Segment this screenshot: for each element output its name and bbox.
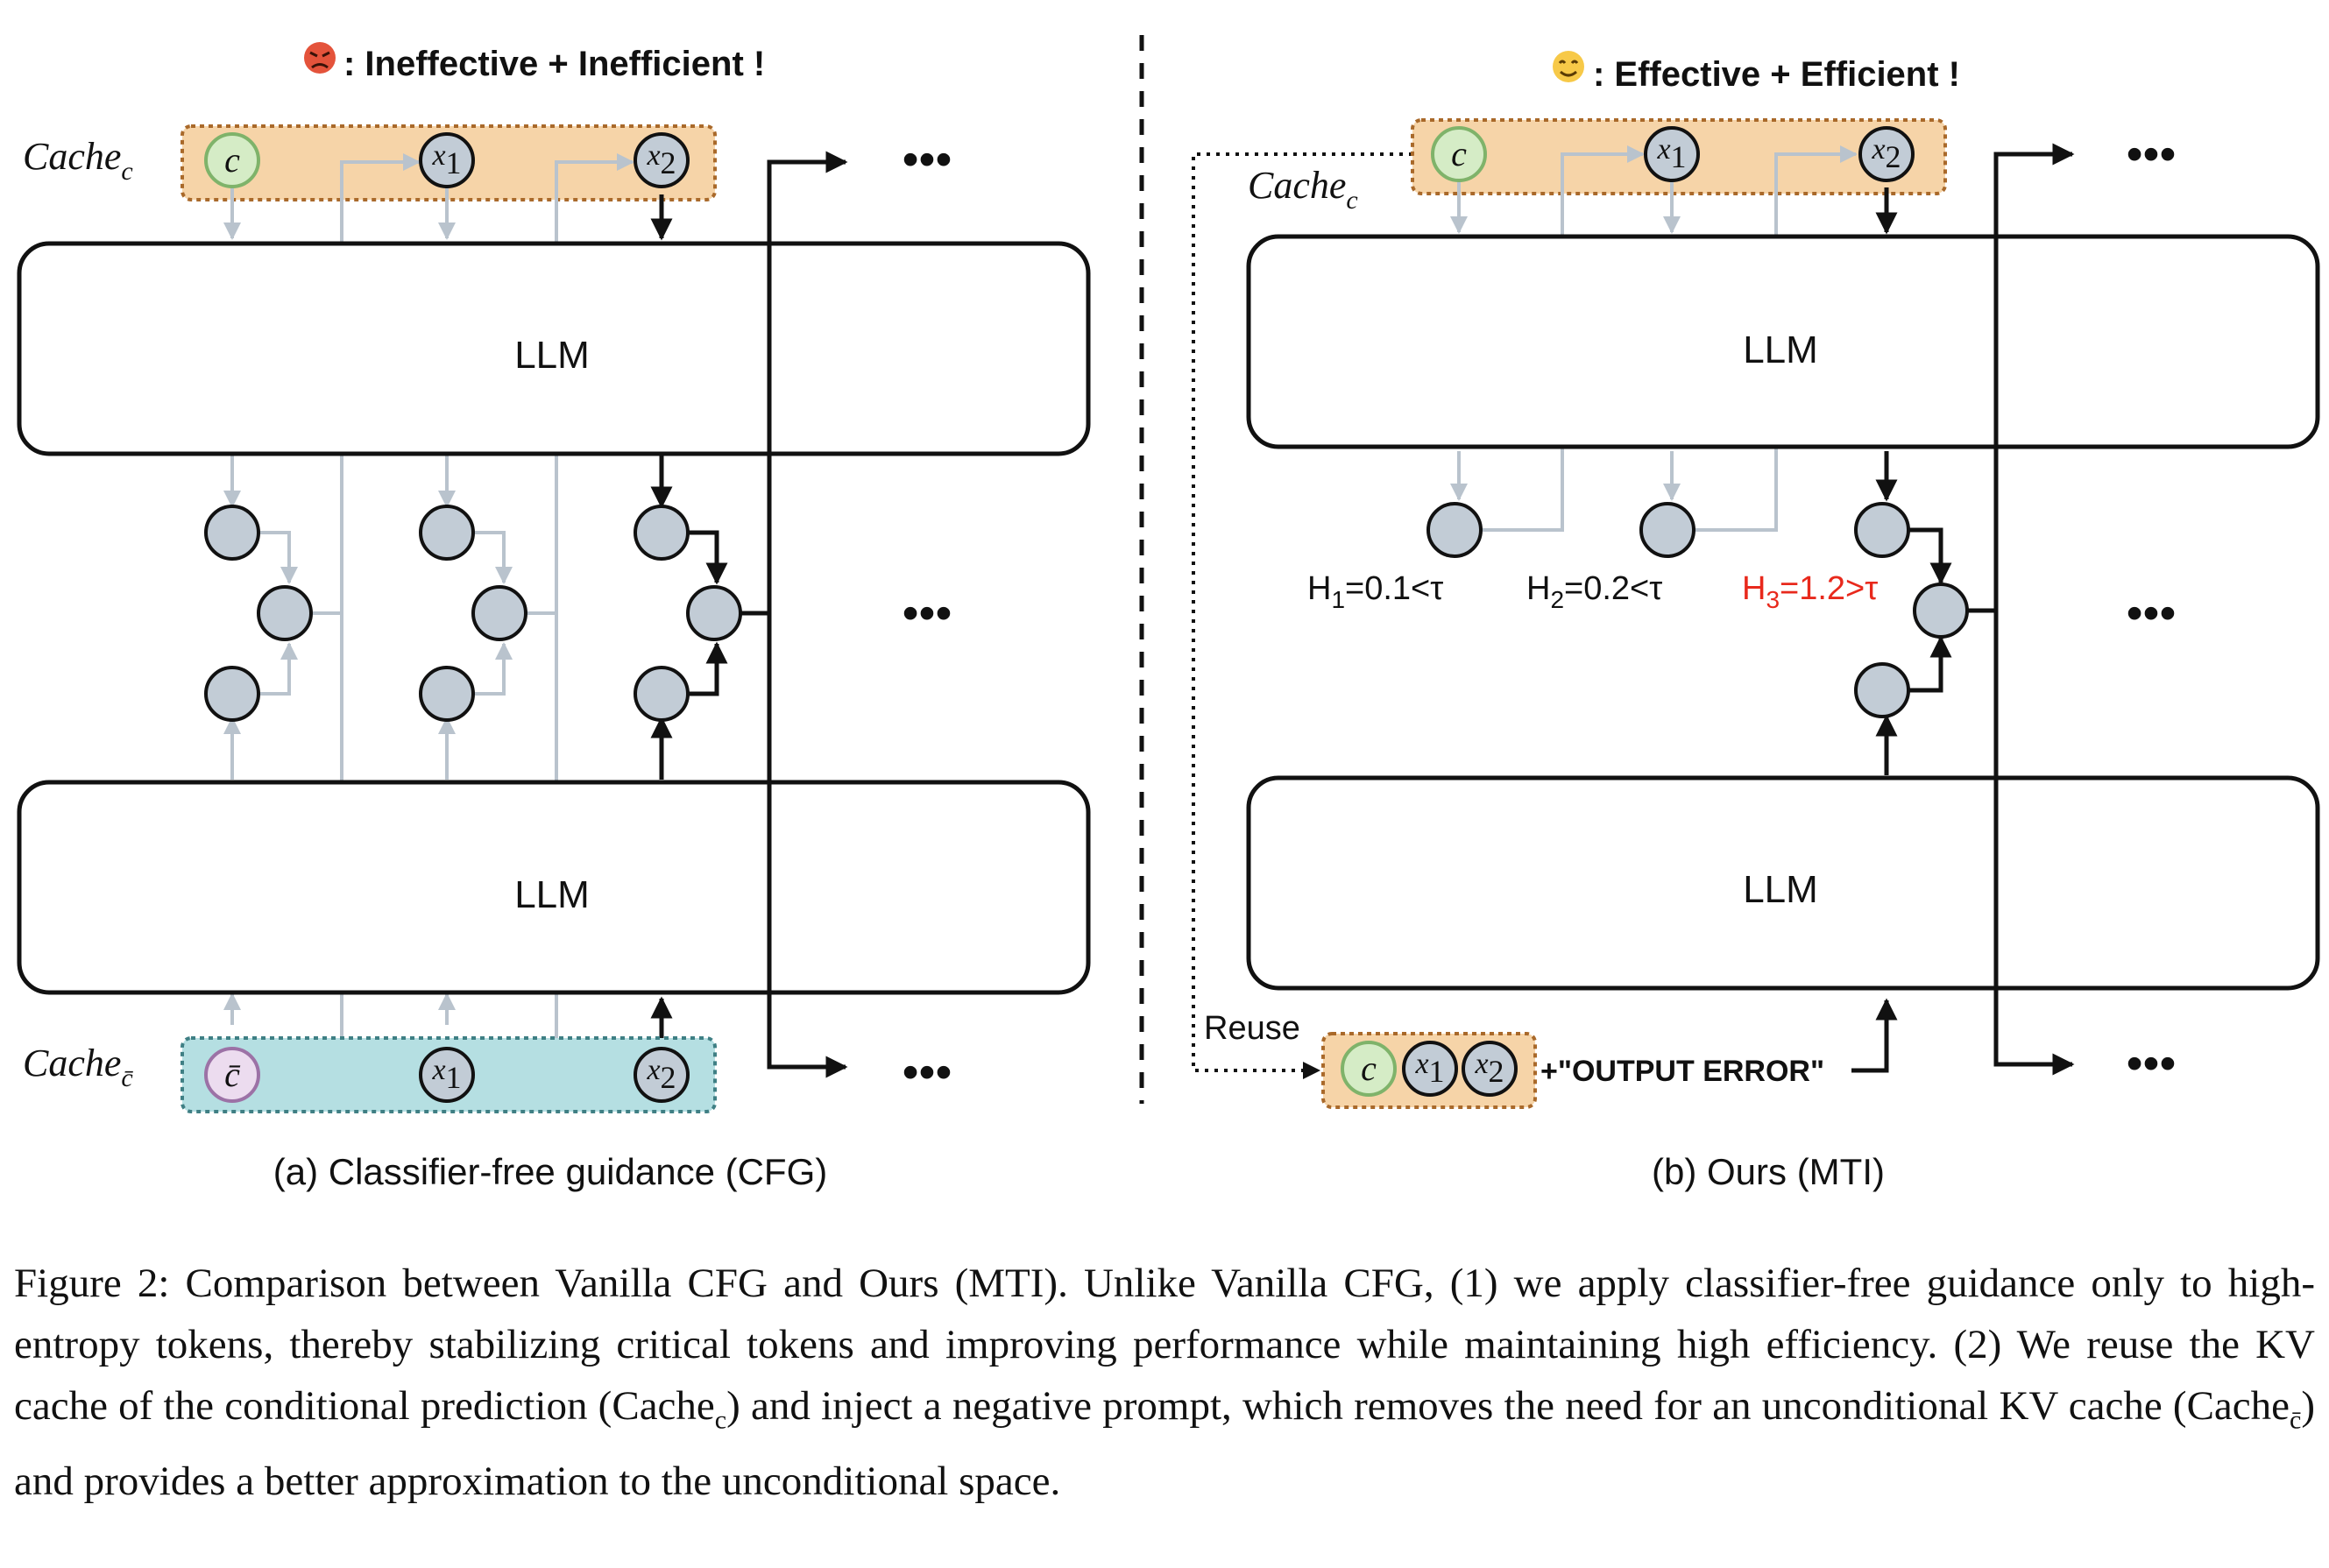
panel-b-title: : Effective + Efficient !: [1593, 55, 1960, 94]
svg-text:x2: x2: [1871, 133, 1901, 174]
svg-text:x2: x2: [646, 139, 676, 180]
svg-text:x1: x1: [431, 139, 461, 180]
cache-uncond-token-cbar: c̄: [204, 1047, 260, 1103]
figure-caption: Figure 2: Comparison between Vanilla CFG…: [14, 1253, 2315, 1512]
panel-b-llm-top: [1246, 234, 2320, 449]
panel-b-ellipsis-bottom: •••: [2127, 1037, 2177, 1090]
panel-b-llm-bottom-label: LLM: [1743, 868, 1818, 911]
panel-b-llm-bottom: [1246, 775, 2320, 991]
negative-prompt-label: +"OUTPUT ERROR": [1540, 1055, 1824, 1088]
reuse-token-x1: x1: [1402, 1041, 1458, 1097]
smiling-face-icon: [1553, 51, 1584, 82]
svg-text:c: c: [1451, 134, 1467, 173]
panel-b: : Effective + Efficient ! Reuse Cachec L…: [1192, 51, 2320, 1192]
figure-label: Figure 2:: [14, 1261, 170, 1306]
cache-cond-token-c: c: [204, 132, 260, 188]
panel-a-ellipsis-bottom: •••: [903, 1046, 952, 1098]
reuse-token-x2: x2: [1462, 1041, 1518, 1097]
cache-b-label: Cachec: [1248, 164, 1358, 215]
panel-a-ellipsis-mid: •••: [903, 587, 952, 639]
cache-cond-token-x1: x1: [419, 132, 475, 188]
svg-text:x1: x1: [431, 1054, 461, 1095]
panel-a-title: : Ineffective + Inefficient !: [343, 45, 765, 83]
cache-b-token-x2: x2: [1858, 126, 1915, 182]
panel-a: : Ineffective + Inefficient ! Cachec: [17, 42, 1091, 1192]
reuse-label: Reuse: [1204, 1010, 1300, 1047]
cache-cond-token-x2: x2: [634, 132, 690, 188]
comparison-diagram: : Ineffective + Inefficient ! Cachec: [17, 35, 2320, 1192]
svg-text:x1: x1: [1656, 133, 1686, 174]
panel-a-caption: (a) Classifier-free guidance (CFG): [273, 1151, 828, 1192]
svg-text:x2: x2: [646, 1054, 676, 1095]
panel-a-llm-top-label: LLM: [514, 334, 590, 377]
panel-b-llm-top-label: LLM: [1743, 328, 1818, 371]
caption-text-2: ) and inject a negative prompt, which re…: [726, 1383, 2187, 1429]
panel-a-ellipsis-top: •••: [903, 133, 952, 186]
reuse-path: [1192, 152, 1412, 1079]
caption-cache-cbar: Cachec̄: [2186, 1383, 2302, 1435]
panel-a-llm-bottom: [17, 780, 1091, 995]
svg-text:x2: x2: [1474, 1048, 1504, 1089]
cache-b-token-x1: x1: [1644, 126, 1700, 182]
cache-b-token-c: c: [1431, 126, 1487, 182]
svg-text:c: c: [1361, 1049, 1377, 1088]
panel-a-llm-top: [17, 241, 1091, 456]
panel-b-hidden-tokens: [1426, 502, 1969, 718]
cache-uncond-token-x2: x2: [634, 1047, 690, 1103]
svg-text:c̄: c̄: [224, 1055, 240, 1094]
entropy-label-1: H1=0.1<τ: [1307, 570, 1443, 613]
svg-text:c: c: [224, 140, 240, 180]
entropy-label-2: H2=0.2<τ: [1526, 570, 1662, 613]
reuse-token-c: c: [1341, 1041, 1397, 1097]
caption-cache-c: Cachec: [612, 1383, 727, 1435]
svg-text:x1: x1: [1414, 1048, 1444, 1089]
panel-b-ellipsis-top: •••: [2127, 128, 2177, 180]
panel-a-llm-bottom-label: LLM: [514, 873, 590, 916]
panel-b-ellipsis-mid: •••: [2127, 587, 2177, 639]
entropy-label-3: H3=1.2>τ: [1742, 570, 1878, 613]
cache-cond-label: Cachec: [23, 135, 133, 186]
panel-b-black-flows: [1851, 143, 2075, 1076]
caption-text-1: Comparison between Vanilla CFG and Ours …: [14, 1261, 2315, 1429]
angry-face-icon: [304, 42, 336, 74]
caption-text-3: ) and provides a better approximation to…: [14, 1383, 2315, 1505]
panel-a-hidden-tokens: [204, 505, 742, 722]
panel-a-black-flows: [650, 151, 848, 1078]
cache-uncond-token-x1: x1: [419, 1047, 475, 1103]
panel-b-caption: (b) Ours (MTI): [1652, 1151, 1885, 1192]
cache-uncond-label: Cachec̄: [23, 1042, 134, 1092]
